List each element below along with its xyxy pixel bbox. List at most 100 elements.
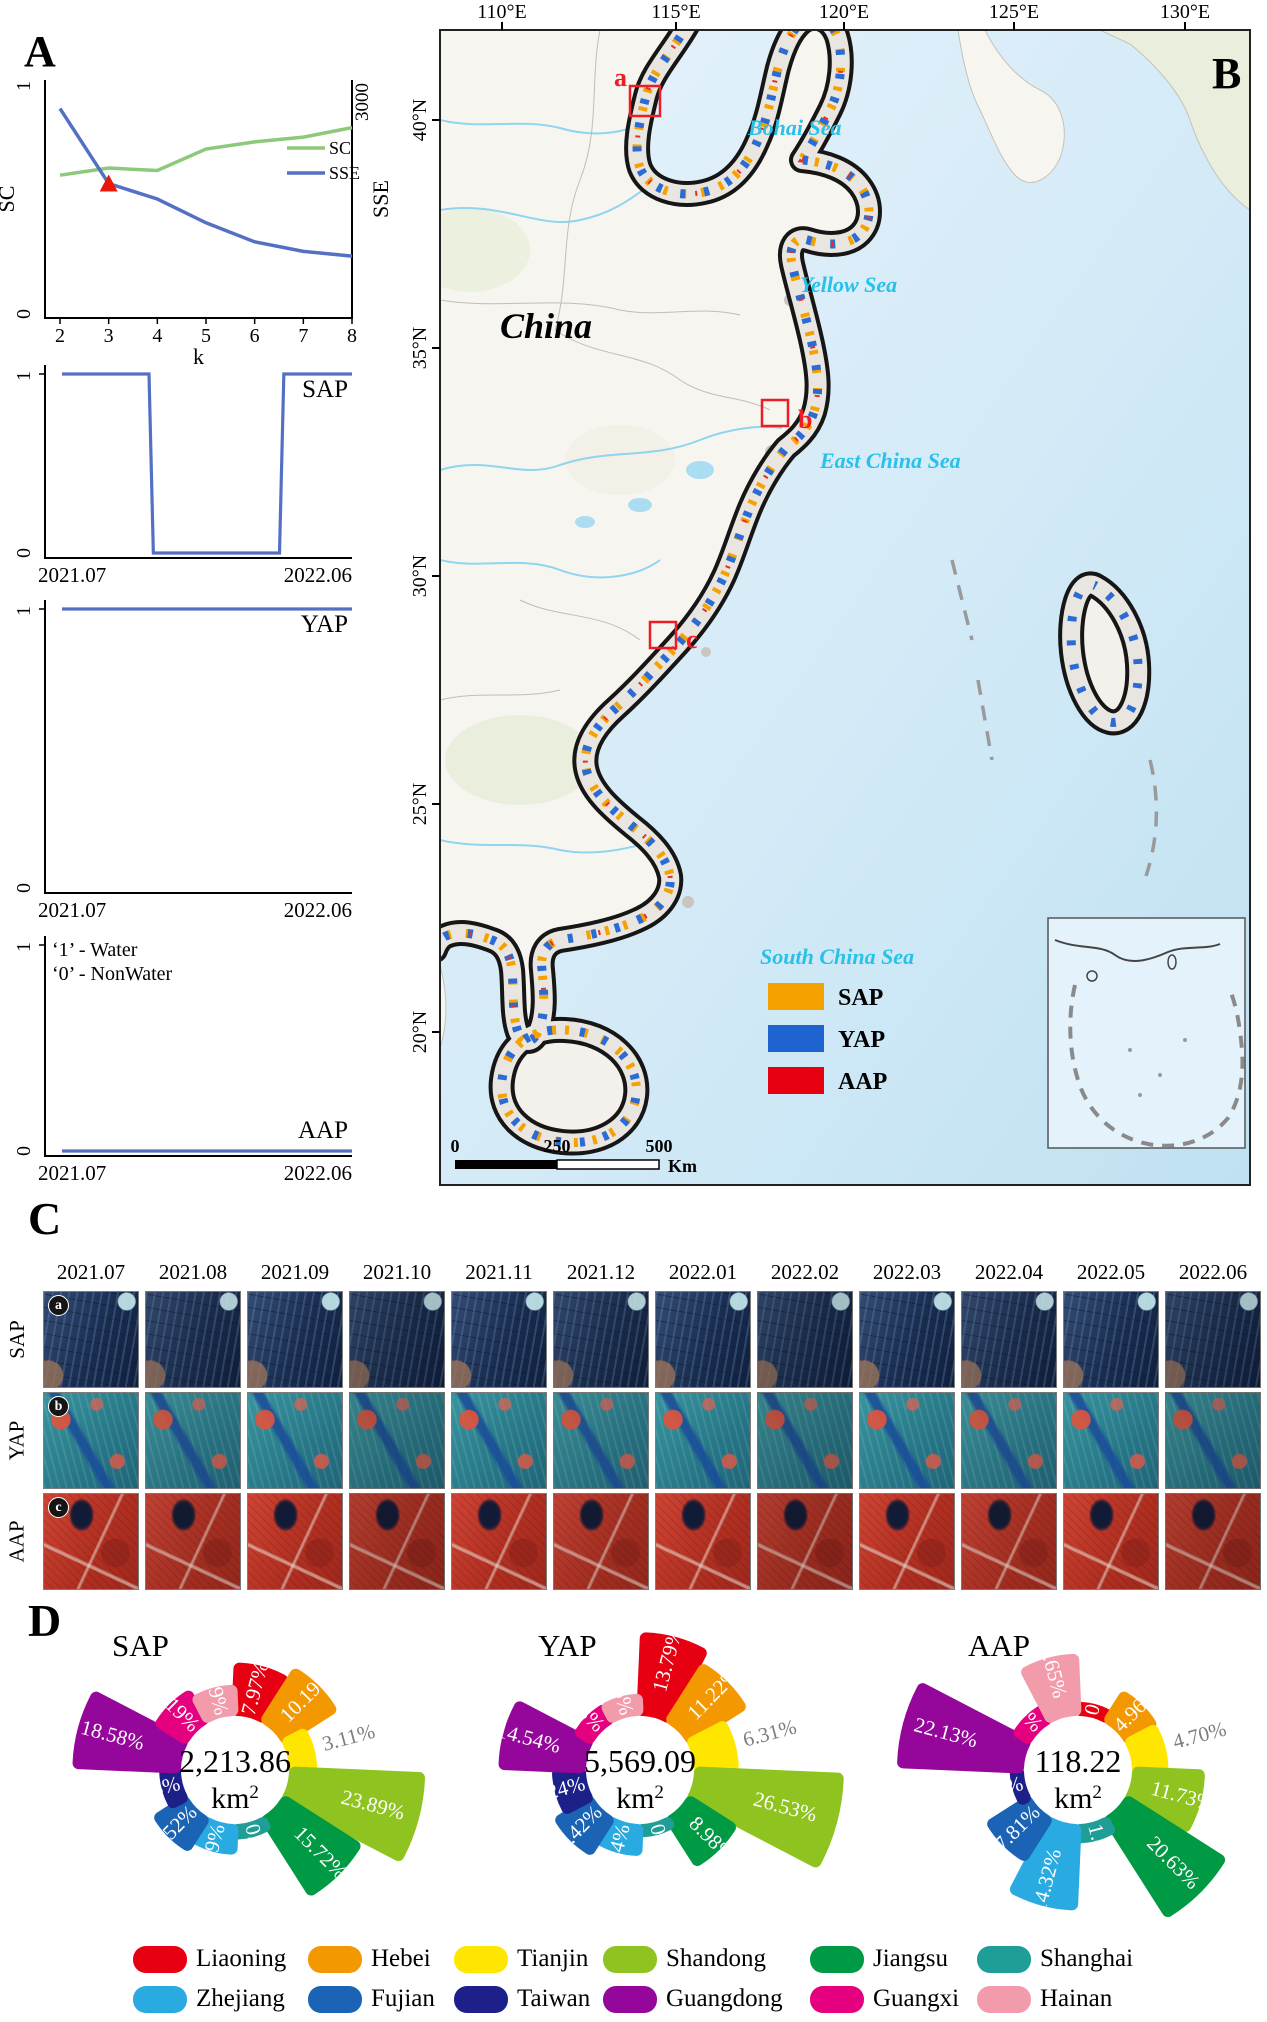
legend-item-guangdong: Guangdong xyxy=(603,1984,783,2014)
legend-item-shandong: Shandong xyxy=(603,1944,766,1974)
thumbnail-row-aap: c xyxy=(43,1493,1261,1590)
satellite-thumbnail: a xyxy=(43,1291,139,1388)
satellite-thumbnail xyxy=(145,1291,241,1388)
satellite-thumbnail xyxy=(859,1291,955,1388)
satellite-thumbnail xyxy=(859,1392,955,1489)
vegetation-patch xyxy=(440,208,530,292)
lon-tick: 120°E xyxy=(819,1,869,23)
site-badge-b: b xyxy=(48,1396,69,1417)
rose-petal-guangxi xyxy=(155,1690,209,1744)
satellite-thumbnail xyxy=(961,1291,1057,1388)
thumbnail-date: 2022.01 xyxy=(668,1260,738,1284)
rose-petal-hebei xyxy=(1104,1691,1157,1744)
elbow-legend-sc: SC xyxy=(329,138,351,158)
rose-center-unit: km2 xyxy=(1054,1782,1102,1816)
map-canvas: a b c Bohai Sea Yellow Sea East China Se… xyxy=(440,30,1250,1185)
rose-petal-guangdong xyxy=(498,1701,593,1774)
svg-text:4: 4 xyxy=(152,325,162,347)
satellite-thumbnail: b xyxy=(43,1392,139,1489)
site-letter-b: b xyxy=(798,405,812,434)
thumbnail-date: 2022.06 xyxy=(1178,1260,1248,1284)
rose-petal-shandong xyxy=(1125,1766,1205,1832)
satellite-thumbnail: c xyxy=(43,1493,139,1590)
rose-petal-hainan xyxy=(192,1684,239,1723)
rose-petal-zhejiang xyxy=(192,1817,239,1855)
satellite-thumbnail xyxy=(655,1291,751,1388)
yangtze-river xyxy=(440,425,783,471)
legend-label: Taiwan xyxy=(517,1985,591,2012)
svg-text:k: k xyxy=(193,344,204,369)
thumbnail-date: 2021.12 xyxy=(566,1260,636,1284)
rose-petal-guangdong xyxy=(897,1683,1031,1774)
lon-tick: 110°E xyxy=(477,1,526,23)
ts-xlabel-end: 2022.06 xyxy=(284,1161,352,1185)
ts-ytick-0: 0 xyxy=(13,548,35,558)
satellite-thumbnail xyxy=(349,1493,445,1590)
east-china-sea-label: East China Sea xyxy=(819,448,961,473)
lon-tick: 125°E xyxy=(989,1,1039,23)
site-box-c xyxy=(648,620,678,650)
legend-label: Tianjin xyxy=(517,1945,589,1972)
rose-petal-liaoning xyxy=(231,1662,288,1723)
lat-tick: 30°N xyxy=(409,555,431,597)
legend-item-guangxi: Guangxi xyxy=(810,1984,959,2014)
legend-swatch xyxy=(308,1945,362,1973)
legend-label: Zhejiang xyxy=(196,1985,285,2012)
south-china-sea-label: South China Sea xyxy=(760,944,914,969)
lake xyxy=(686,461,714,479)
legend-swatch xyxy=(133,1985,187,2013)
satellite-thumbnail xyxy=(1165,1392,1261,1489)
legend-label: Guangdong xyxy=(666,1985,783,2012)
rose-petal-jiangsu xyxy=(666,1796,736,1866)
legend-label: Fujian xyxy=(371,1985,435,2012)
site-badge-a: a xyxy=(48,1295,69,1316)
scalebar-unit: Km xyxy=(668,1156,697,1176)
legend-swatch xyxy=(133,1945,187,1973)
svg-text:5: 5 xyxy=(201,325,211,347)
rose-petal-hainan xyxy=(601,1693,644,1723)
province-border xyxy=(440,299,741,316)
province-border xyxy=(519,599,641,641)
rose-center-value: 5,569.09 xyxy=(584,1743,696,1779)
lat-tick: 35°N xyxy=(409,327,431,369)
urban-patch xyxy=(682,896,694,908)
svg-text:8: 8 xyxy=(347,325,357,347)
site-box-b xyxy=(760,398,790,428)
legend-label: Hebei xyxy=(371,1945,431,1972)
satellite-thumbnail xyxy=(757,1392,853,1489)
rose-percent-label: 4.70% xyxy=(1170,1717,1229,1754)
rose-petal-tianjin xyxy=(687,1721,739,1774)
satellite-thumbnail xyxy=(1063,1291,1159,1388)
legend-swatch xyxy=(308,1985,362,2013)
ts-xlabel-end: 2022.06 xyxy=(284,898,352,922)
map-legend-label: YAP xyxy=(838,1027,885,1053)
yellow-sea-label: Yellow Sea xyxy=(800,272,897,297)
map-legend-label: SAP xyxy=(838,985,883,1011)
lake xyxy=(628,498,652,512)
map-legend-swatch-yap xyxy=(768,1025,824,1052)
ts-ytick-0: 0 xyxy=(13,1146,35,1156)
elbow-ylabel-sc: SC xyxy=(0,186,19,213)
province-border xyxy=(554,329,771,411)
scalebar-tick: 250 xyxy=(544,1136,571,1156)
river xyxy=(440,559,661,579)
site-letter-a: a xyxy=(614,63,627,92)
thumbnail-row-sap: a xyxy=(43,1291,1261,1388)
thumbnail-date: 2021.11 xyxy=(465,1260,533,1284)
site-box-a xyxy=(628,84,662,118)
satellite-thumbnail xyxy=(655,1392,751,1489)
satellite-thumbnail xyxy=(145,1392,241,1489)
lat-tick: 25°N xyxy=(409,783,431,825)
rose-center-unit: km2 xyxy=(616,1782,664,1816)
lon-tick: 130°E xyxy=(1160,1,1210,23)
legend-swatch xyxy=(603,1985,657,2013)
inset-map xyxy=(1047,917,1246,1149)
legend-item-fujian: Fujian xyxy=(308,1984,435,2014)
china-label: China xyxy=(500,306,592,346)
ts-ytick-0: 0 xyxy=(13,883,35,893)
satellite-thumbnail xyxy=(553,1493,649,1590)
thumbnail-date: 2022.04 xyxy=(974,1260,1044,1284)
satellite-thumbnail xyxy=(349,1291,445,1388)
thumbnail-date-header: 2021.07 2021.08 2021.09 2021.10 2021.11 2021.… xyxy=(43,1260,1261,1285)
rose-title-yap: YAP xyxy=(538,1628,597,1663)
